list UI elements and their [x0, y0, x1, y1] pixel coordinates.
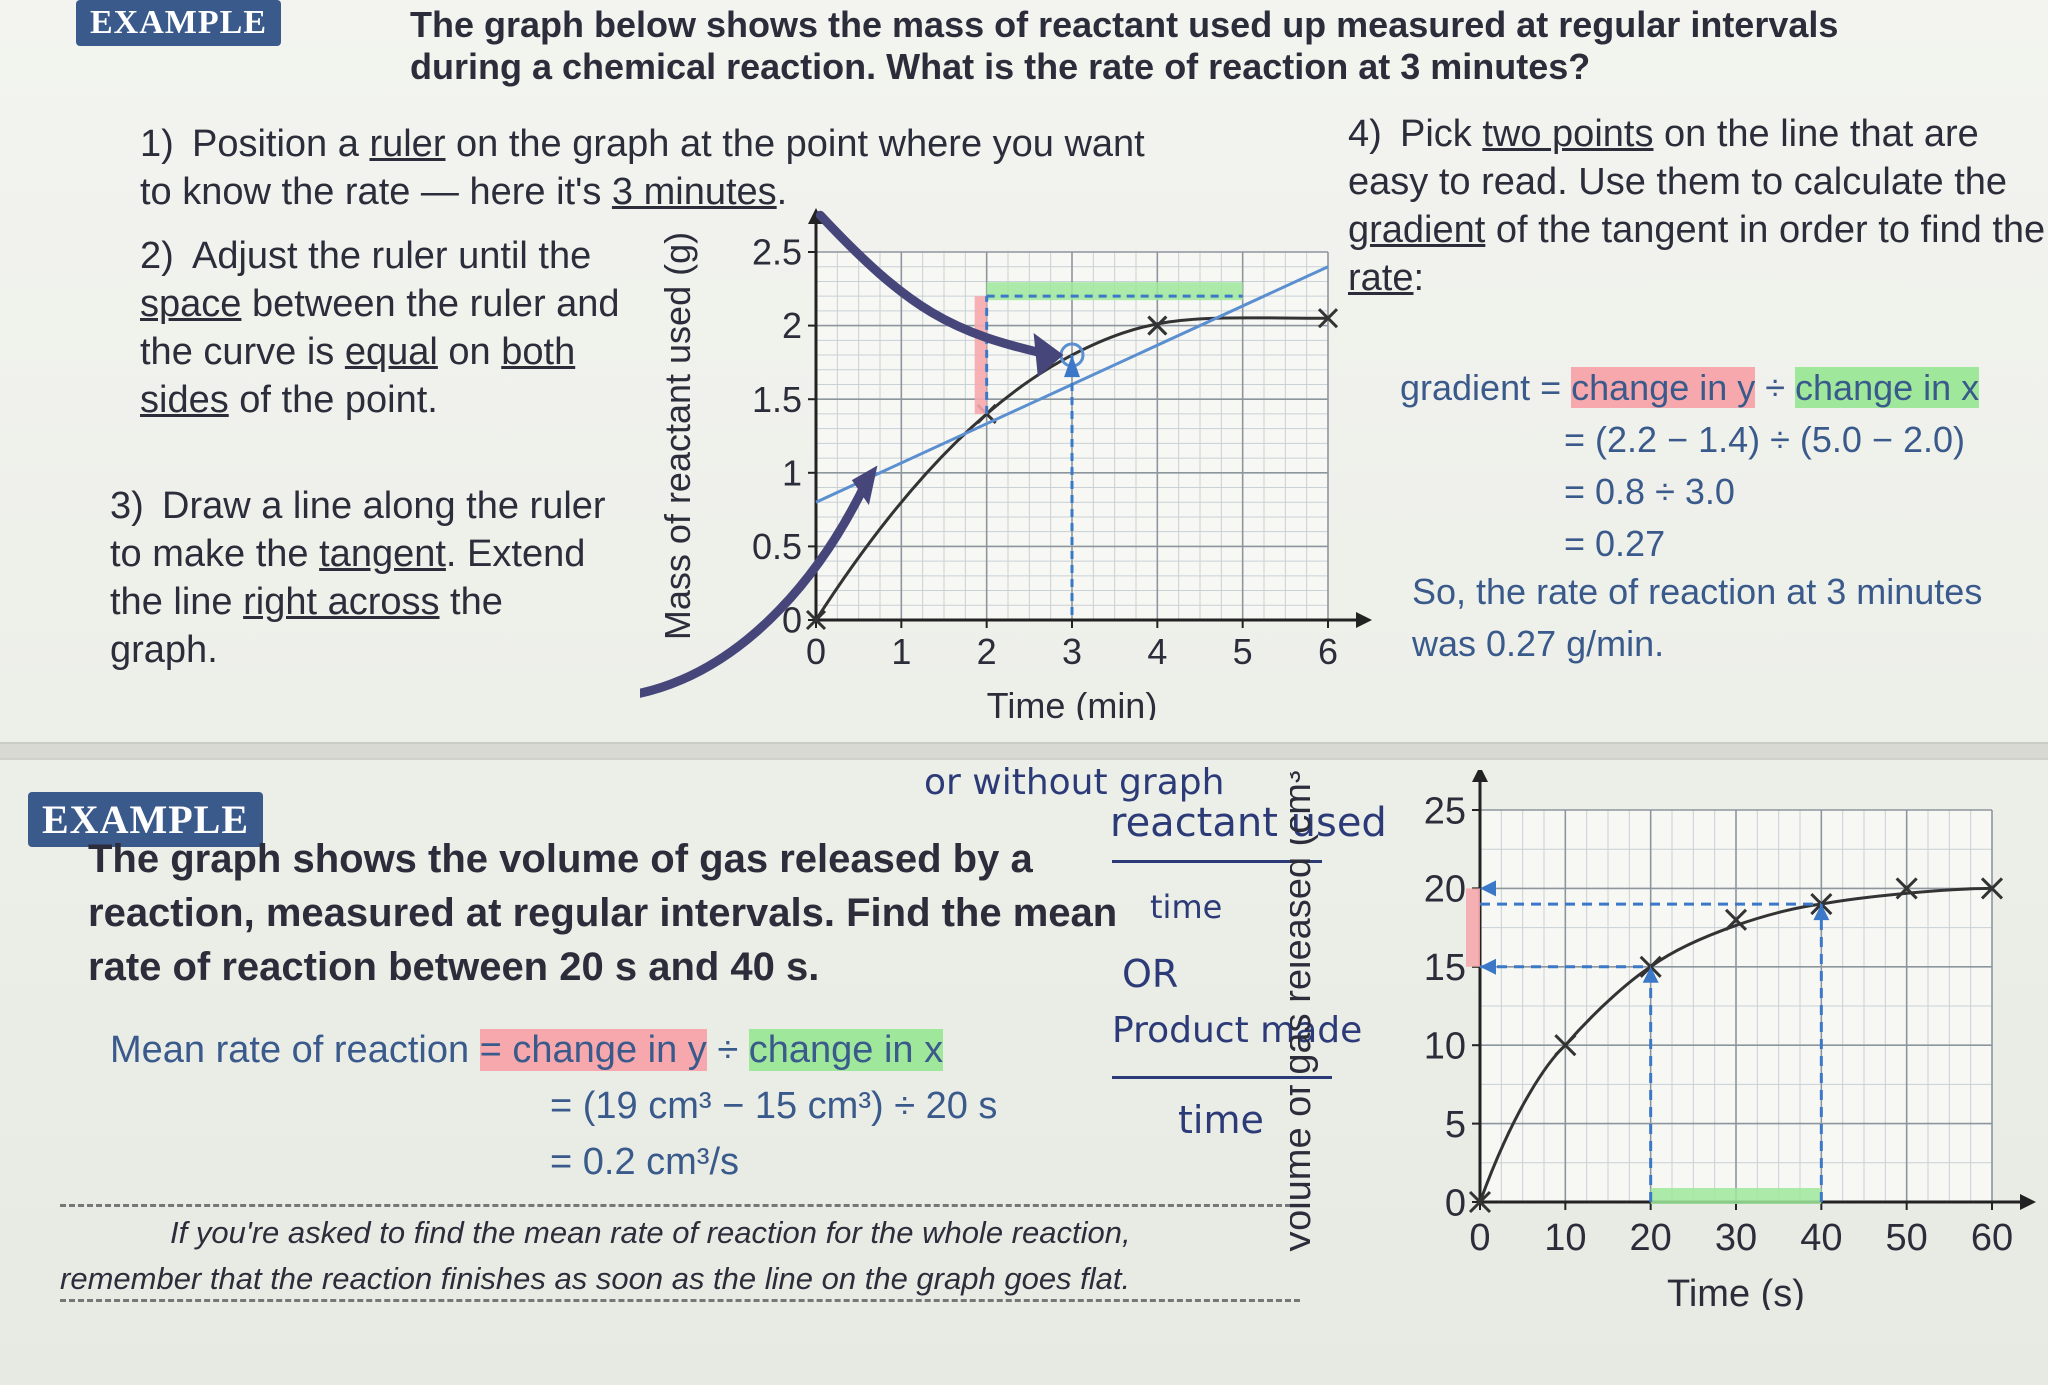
pointer-arrow-bottom	[640, 475, 872, 698]
mean-line-2: = (19 cm³ − 15 cm³) ÷ 20 s	[550, 1085, 998, 1127]
gradient-line-3: = 0.8 ÷ 3.0	[1564, 471, 1735, 512]
arrowhead-20	[1480, 880, 1496, 897]
handwriting-or-without-graph: or without graph	[924, 762, 1225, 803]
y-axis-arrow	[1472, 770, 1488, 782]
arrowhead-vertical-20	[1642, 966, 1659, 983]
bottom-question: The graph shows the volume of gas releas…	[88, 837, 1118, 989]
x-tick-label: 20	[1630, 1217, 1672, 1259]
x-tick-label: 2	[977, 631, 997, 672]
x-tick-label: 10	[1544, 1217, 1586, 1259]
data-point-cross	[1148, 316, 1167, 335]
y-tick-label: 0.5	[752, 526, 802, 567]
arrowhead-vertical-40	[1813, 904, 1830, 921]
top-question: The graph below shows the mass of reacta…	[410, 4, 1839, 87]
y-tick-label: 2	[782, 305, 802, 346]
pointer-arrow-top	[815, 210, 1056, 360]
handwriting-time-2: time	[1178, 1098, 1264, 1142]
reaction-curve	[814, 316, 1329, 621]
y-tick-label: 25	[1424, 790, 1466, 832]
handwriting-product-made: Product made	[1112, 1010, 1363, 1051]
mean-rate-calculation: Mean rate of reaction = change in y ÷ ch…	[110, 1022, 997, 1190]
x-tick-label: 4	[1147, 631, 1167, 672]
gradient-line-2: = (2.2 − 1.4) ÷ (5.0 − 2.0)	[1564, 419, 1965, 460]
y-tick-label: 20	[1424, 869, 1466, 911]
conclusion: So, the rate of reaction at 3 minutes wa…	[1412, 571, 1983, 664]
change-in-y-highlight	[1466, 888, 1480, 967]
y-tick-label: 2.5	[752, 232, 802, 273]
x-axis-arrow	[1356, 612, 1372, 628]
section-divider	[0, 742, 2048, 760]
data-point-cross	[1724, 908, 1748, 931]
y-tick-label: 1.5	[752, 379, 802, 420]
x-tick-label: 30	[1715, 1217, 1757, 1259]
y-tick-label: 1	[782, 452, 802, 493]
y-tick-label: 10	[1424, 1026, 1466, 1068]
gradient-calculation: gradient = change in y ÷ change in x = (…	[1400, 362, 1980, 570]
x-tick-label: 5	[1233, 631, 1253, 672]
y-tick-label: 5	[1445, 1104, 1466, 1146]
y-tick-label: 0	[1445, 1182, 1466, 1224]
volume-time-chart: 0 10 20 30 40 50 60 0 5 10 15 20 25 Time (s) Volume of…	[1290, 770, 2036, 1310]
x-axis-label: Time (min)	[987, 685, 1158, 720]
handwriting-fraction-bar-1	[1112, 860, 1322, 863]
x-tick-label: 50	[1886, 1217, 1928, 1259]
data-point-cross	[1980, 877, 2004, 900]
pointer-arrowhead-top	[1033, 332, 1064, 378]
step-4: 4) Pick two points on the line that are e…	[1348, 113, 2046, 299]
reading-arrowhead	[1064, 355, 1080, 378]
data-point-cross	[1317, 308, 1339, 329]
x-tick-label: 0	[806, 631, 826, 672]
y-tick-label: 0	[782, 600, 802, 641]
step-1: 1) Position a ruler on the graph at the p…	[140, 123, 1145, 213]
data-point-cross	[1554, 1034, 1577, 1057]
tip-note: If you're asked to find the mean rate of…	[60, 1204, 1300, 1302]
y-axis-label: Volume of gas released (cm³)	[1290, 770, 1319, 1254]
example-badge-bottom: EXAMPLE	[28, 792, 263, 847]
gradient-line-1: gradient = change in y ÷ change in x	[1400, 367, 1980, 408]
mass-time-chart: 0 1 2 3 4 5 6 0 0.5 1 1.5 2 2.5 Time (min) Mass of rea…	[640, 208, 1372, 720]
y-axis-label: Mass of reactant used (g)	[657, 232, 698, 640]
example-badge-top: EXAMPLE	[76, 0, 281, 46]
handwriting-reactant-used: reactant used	[1110, 800, 1387, 846]
data-point-cross	[1895, 877, 1918, 900]
gradient-line-4: = 0.27	[1564, 523, 1666, 564]
arrowhead-15	[1480, 958, 1496, 975]
change-in-y-highlight	[974, 296, 987, 414]
data-point-cross	[805, 609, 827, 631]
y-tick-label: 15	[1424, 947, 1466, 989]
pointer-arrowhead-bottom	[851, 465, 878, 506]
x-tick-label: 3	[1062, 631, 1082, 672]
x-tick-label: 0	[1469, 1217, 1490, 1259]
x-tick-label: 60	[1971, 1217, 2013, 1259]
x-tick-label: 40	[1800, 1217, 1842, 1259]
step-2: 2) Adjust the ruler until the space betwe…	[140, 235, 620, 421]
x-tick-label: 1	[891, 631, 911, 672]
data-point-cross	[1639, 955, 1662, 978]
data-point-cross	[1468, 1190, 1492, 1214]
x-axis-label: Time (s)	[1667, 1273, 1805, 1310]
handwriting-fraction-bar-2	[1112, 1076, 1332, 1079]
change-in-x-highlight	[1650, 1188, 1822, 1204]
handwriting-or: OR	[1122, 952, 1179, 996]
x-tick-label: 6	[1318, 631, 1338, 672]
step-3: 3) Draw a line along the ruler to make th…	[110, 485, 606, 671]
x-axis-arrow	[2020, 1194, 2036, 1210]
handwriting-time-1: time	[1150, 888, 1223, 926]
mean-line-3: = 0.2 cm³/s	[550, 1141, 739, 1183]
